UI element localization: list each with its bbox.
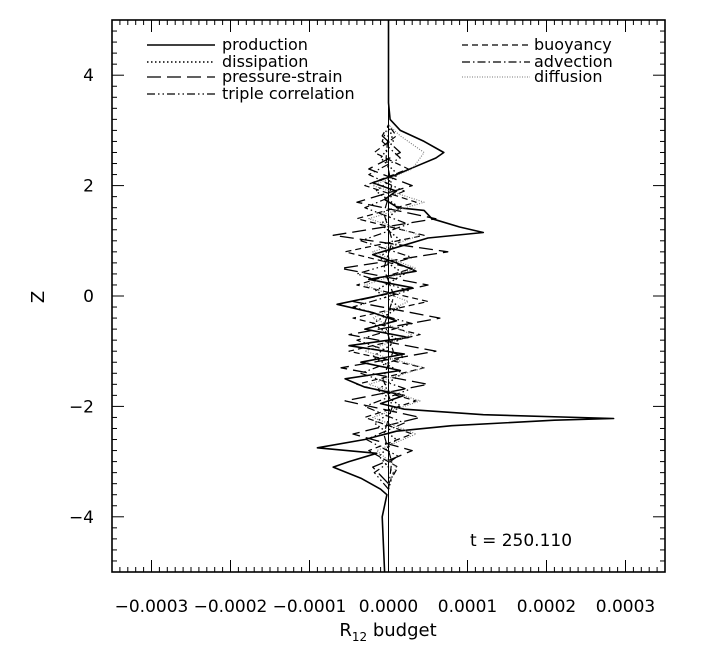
legend-label-triple-correlation: triple correlation	[222, 84, 355, 103]
y-tick-label: 0	[83, 287, 94, 307]
series-layer	[316, 20, 615, 573]
series-line-triple-correlation	[352, 124, 413, 490]
x-tick-label: −0.0002	[194, 597, 268, 617]
axis-ticks	[111, 19, 666, 573]
legend: productiondissipationpressure-straintrip…	[147, 35, 613, 103]
time-annotation: t = 250.110	[470, 531, 572, 551]
y-tick-label: 2	[83, 177, 94, 197]
legend-label-advection: advection	[534, 52, 613, 71]
y-tick-label: −2	[69, 397, 94, 417]
series-line-production	[316, 20, 615, 573]
series-line-buoyancy	[344, 124, 429, 484]
x-tick-label: −0.0003	[115, 597, 189, 617]
series-line-pressure-strain	[332, 124, 449, 485]
series-line-diffusion	[364, 124, 425, 484]
x-tick-label: 0.0002	[517, 597, 576, 617]
legend-label-pressure-strain: pressure-strain	[222, 67, 342, 86]
legend-label-production: production	[222, 35, 308, 54]
y-tick-label: −4	[69, 508, 94, 528]
x-axis-title: R12 budget	[339, 620, 436, 644]
x-axis-title-suffix: budget	[367, 620, 437, 641]
x-tick-label: 0.0001	[438, 597, 497, 617]
legend-label-dissipation: dissipation	[222, 52, 308, 71]
x-tick-label: −0.0001	[273, 597, 347, 617]
x-axis-title-subscript: 12	[352, 630, 367, 644]
x-tick-label: 0.0000	[359, 597, 418, 617]
x-axis-title-main: R	[339, 620, 352, 641]
y-tick-label: 4	[83, 66, 94, 86]
y-axis-title: Z	[28, 291, 49, 303]
legend-label-diffusion: diffusion	[534, 67, 602, 86]
series-line-dissipation	[372, 124, 405, 490]
legend-label-buoyancy: buoyancy	[534, 35, 612, 54]
x-tick-label: 0.0003	[596, 597, 655, 617]
tick-labels: −0.0003 −0.0002 −0.0001 0.0000 0.0001 0.0002 0…	[69, 66, 655, 617]
